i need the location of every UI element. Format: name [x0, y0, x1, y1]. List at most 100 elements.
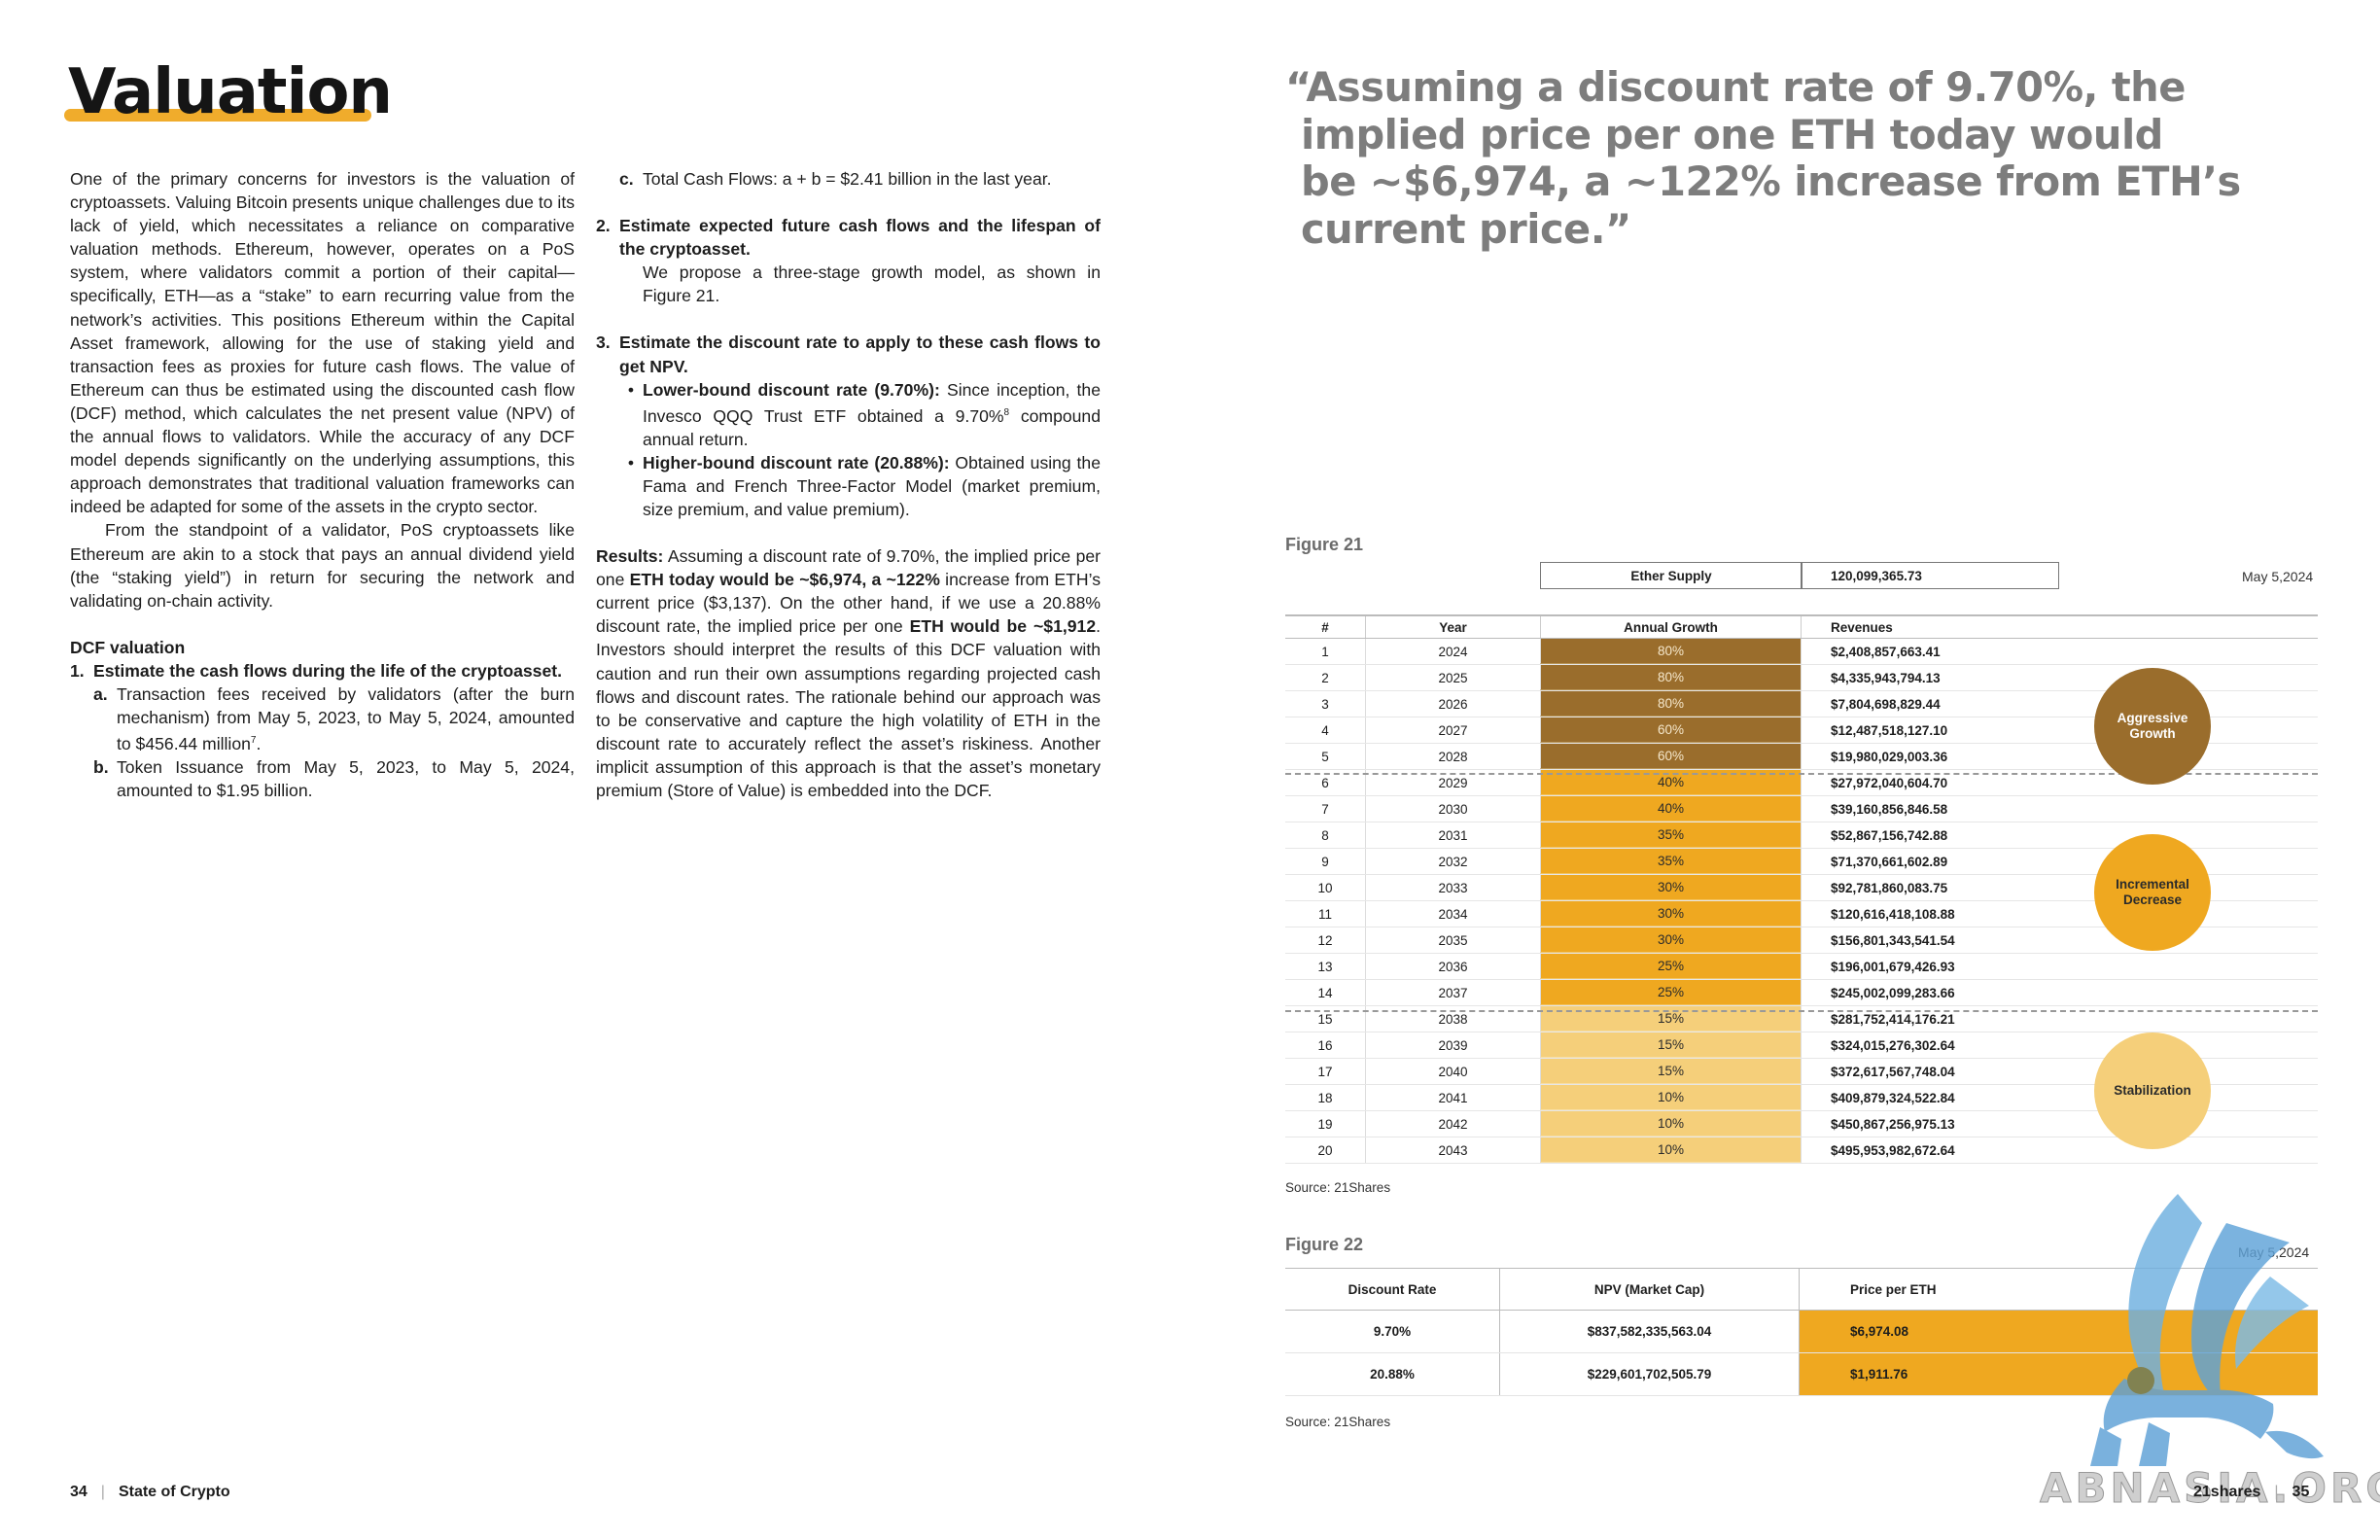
higher-bound-text: Obtained using the Fama and French Three…: [643, 452, 1101, 519]
revenue-cell: $19,980,029,003.36: [1801, 744, 2011, 769]
year-cell: 2026: [1365, 691, 1540, 717]
price-cell: $6,974.08: [1799, 1311, 2318, 1352]
year-cell: 2035: [1365, 928, 1540, 953]
watermark-logo-icon: [2090, 1194, 2324, 1466]
annual-growth-cell: 10%: [1540, 1111, 1801, 1137]
higher-bound-label: Higher-bound discount rate (20.88%):: [643, 452, 950, 472]
header-discount-rate: Discount Rate: [1348, 1281, 1437, 1297]
row-number-cell: 16: [1317, 1037, 1333, 1053]
row-number-cell: 17: [1317, 1064, 1333, 1079]
figure-21-label: Figure 21: [1285, 535, 1364, 554]
row-number-cell: 1: [1321, 644, 1329, 659]
year-cell: 2032: [1365, 849, 1540, 874]
step-2-number: 2.: [596, 216, 611, 236]
footer-separator: |: [100, 1484, 105, 1500]
annual-growth-cell: 30%: [1540, 901, 1801, 927]
table-row: 5 2028 60% $19,980,029,003.36: [1285, 744, 2318, 770]
paragraph-intro: One of the primary concerns for investor…: [70, 169, 575, 517]
annual-growth-cell: 30%: [1540, 875, 1801, 900]
ether-supply-value: 120,099,365.73: [1801, 562, 2059, 589]
year-cell: 2041: [1365, 1085, 1540, 1110]
quote-line-1: “Assuming a discount rate of 9.70%, the: [1285, 63, 2186, 111]
step-2-body: We propose a three-stage growth model, a…: [643, 262, 1101, 306]
quote-line-4: current price.”: [1301, 204, 1631, 253]
year-cell: 2028: [1365, 744, 1540, 769]
annual-growth-cell: 25%: [1540, 980, 1801, 1005]
step-1-text: Estimate the cash flows during the life …: [93, 660, 562, 681]
annual-growth-cell: 25%: [1540, 954, 1801, 979]
annual-growth-cell: 40%: [1540, 796, 1801, 822]
lower-bound-tail: compound annual return.: [643, 405, 1101, 449]
stage-divider-1: [1285, 773, 2318, 775]
year-cell: 2027: [1365, 718, 1540, 743]
revenue-cell: $7,804,698,829.44: [1801, 691, 2011, 717]
stage-incremental-decrease: Incremental Decrease: [2094, 834, 2211, 951]
revenue-cell: $4,335,943,794.13: [1801, 665, 2011, 690]
step-3-number: 3.: [596, 332, 611, 353]
row-number-cell: 6: [1321, 775, 1329, 790]
step-2: 2. Estimate expected future cash flows a…: [596, 214, 1101, 261]
row-number-cell: 4: [1321, 722, 1329, 738]
year-cell: 2037: [1365, 980, 1540, 1005]
year-cell: 2031: [1365, 822, 1540, 848]
revenue-cell: $372,617,567,748.04: [1801, 1059, 2011, 1084]
row-number-cell: 19: [1317, 1116, 1333, 1132]
table-header: Discount Rate NPV (Market Cap) Price per…: [1285, 1268, 2318, 1311]
year-cell: 2030: [1365, 796, 1540, 822]
row-number-cell: 11: [1317, 906, 1332, 922]
quote-line-3: be ~$6,974, a ~122% increase from ETH’s: [1301, 158, 2241, 205]
row-number-cell: 18: [1317, 1090, 1333, 1105]
footnote-8: 8: [1003, 406, 1010, 418]
annual-growth-cell: 60%: [1540, 718, 1801, 743]
discount-rate-cell: 20.88%: [1370, 1367, 1415, 1382]
quote-line-2: implied price per one ETH today would: [1301, 110, 2163, 158]
dcf-heading: DCF valuation: [70, 637, 186, 657]
annual-growth-cell: 15%: [1540, 1032, 1801, 1058]
step-1c: c. Total Cash Flows: a + b = $2.41 billi…: [596, 167, 1101, 191]
row-number-cell: 12: [1317, 932, 1333, 948]
row-number-cell: 7: [1321, 801, 1329, 817]
table-row: 3 2026 80% $7,804,698,829.44: [1285, 691, 2318, 718]
header-number: #: [1321, 619, 1329, 635]
footer-left: 34 | State of Crypto: [70, 1484, 230, 1501]
revenue-cell: $409,879,324,522.84: [1801, 1085, 2011, 1110]
npv-cell: $837,582,335,563.04: [1499, 1311, 1799, 1352]
annual-growth-cell: 80%: [1540, 665, 1801, 690]
revenue-cell: $52,867,156,742.88: [1801, 822, 2011, 848]
header-annual-growth: Annual Growth: [1540, 616, 1801, 638]
title-underline: [64, 109, 371, 122]
bullet-lower-bound: • Lower-bound discount rate (9.70%): Sin…: [627, 379, 1101, 449]
revenue-cell: $450,867,256,975.13: [1801, 1111, 2011, 1137]
year-cell: 2038: [1365, 1006, 1540, 1032]
table-row: 9.70% $837,582,335,563.04 $6,974.08: [1285, 1311, 2318, 1353]
results-label: Results:: [596, 546, 664, 567]
table-row: 18 2041 10% $409,879,324,522.84: [1285, 1085, 2318, 1111]
annual-growth-cell: 60%: [1540, 744, 1801, 769]
annual-growth-cell: 10%: [1540, 1085, 1801, 1110]
brand-name: 21shares: [2193, 1484, 2261, 1500]
revenue-cell: $196,001,679,426.93: [1801, 954, 2011, 979]
year-cell: 2036: [1365, 954, 1540, 979]
step-1a-text: Transaction fees received by validators …: [117, 683, 575, 754]
stage-aggressive-growth: Aggressive Growth: [2094, 668, 2211, 785]
year-cell: 2040: [1365, 1059, 1540, 1084]
stage-stabilization: Stabilization: [2094, 1032, 2211, 1149]
row-number-cell: 13: [1317, 959, 1333, 974]
page-number-right: 35: [2292, 1484, 2310, 1500]
revenue-cell: $120,616,418,108.88: [1801, 901, 2011, 927]
lower-bound-text: Since inception, the Invesco QQQ Trust E…: [643, 379, 1101, 426]
annual-growth-cell: 80%: [1540, 639, 1801, 664]
publication-name: State of Crypto: [118, 1484, 230, 1500]
table-row: 2 2025 80% $4,335,943,794.13: [1285, 665, 2318, 691]
step-1b-text: Token Issuance from May 5, 2023, to May …: [117, 757, 575, 801]
row-number-cell: 5: [1321, 749, 1329, 764]
page-number-left: 34: [70, 1484, 88, 1500]
revenue-cell: $245,002,099,283.66: [1801, 980, 2011, 1005]
table-row: 1 2024 80% $2,408,857,663.41: [1285, 639, 2318, 665]
step-3-text: Estimate the discount rate to apply to t…: [619, 332, 1101, 376]
revenue-cell: $2,408,857,663.41: [1801, 639, 2011, 664]
table-row: 7 2030 40% $39,160,856,846.58: [1285, 796, 2318, 822]
year-cell: 2039: [1365, 1032, 1540, 1058]
table-row: 20.88% $229,601,702,505.79 $1,911.76: [1285, 1353, 2318, 1396]
table-row: 12 2035 30% $156,801,343,541.54: [1285, 928, 2318, 954]
